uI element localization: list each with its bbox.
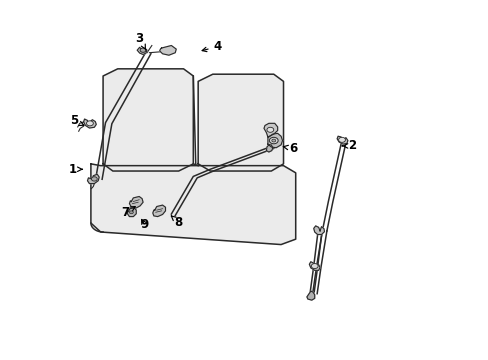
Circle shape <box>266 127 273 132</box>
Polygon shape <box>137 47 147 54</box>
Text: 7: 7 <box>121 207 135 220</box>
Text: 1: 1 <box>69 163 82 176</box>
Text: 6: 6 <box>283 142 297 155</box>
Polygon shape <box>313 226 324 234</box>
Polygon shape <box>198 74 283 171</box>
Circle shape <box>129 211 133 214</box>
Polygon shape <box>336 136 347 144</box>
Polygon shape <box>91 164 295 244</box>
Polygon shape <box>309 262 320 270</box>
Circle shape <box>338 137 345 142</box>
Text: 2: 2 <box>342 139 355 152</box>
Text: 4: 4 <box>202 40 222 53</box>
Polygon shape <box>87 174 99 184</box>
Text: 5: 5 <box>70 114 83 127</box>
Circle shape <box>91 177 97 181</box>
Circle shape <box>269 137 278 144</box>
Polygon shape <box>159 45 176 55</box>
Polygon shape <box>127 208 136 217</box>
Polygon shape <box>153 205 165 217</box>
Circle shape <box>311 264 318 269</box>
Circle shape <box>271 139 275 142</box>
Polygon shape <box>267 134 282 148</box>
Text: 9: 9 <box>140 218 148 231</box>
Text: 8: 8 <box>171 216 183 229</box>
Circle shape <box>140 48 146 52</box>
Text: 3: 3 <box>135 32 145 50</box>
Polygon shape <box>103 69 193 171</box>
Polygon shape <box>306 291 314 300</box>
Polygon shape <box>129 197 143 208</box>
Polygon shape <box>264 123 277 137</box>
Polygon shape <box>83 119 96 128</box>
Polygon shape <box>266 145 272 152</box>
Circle shape <box>86 121 93 126</box>
